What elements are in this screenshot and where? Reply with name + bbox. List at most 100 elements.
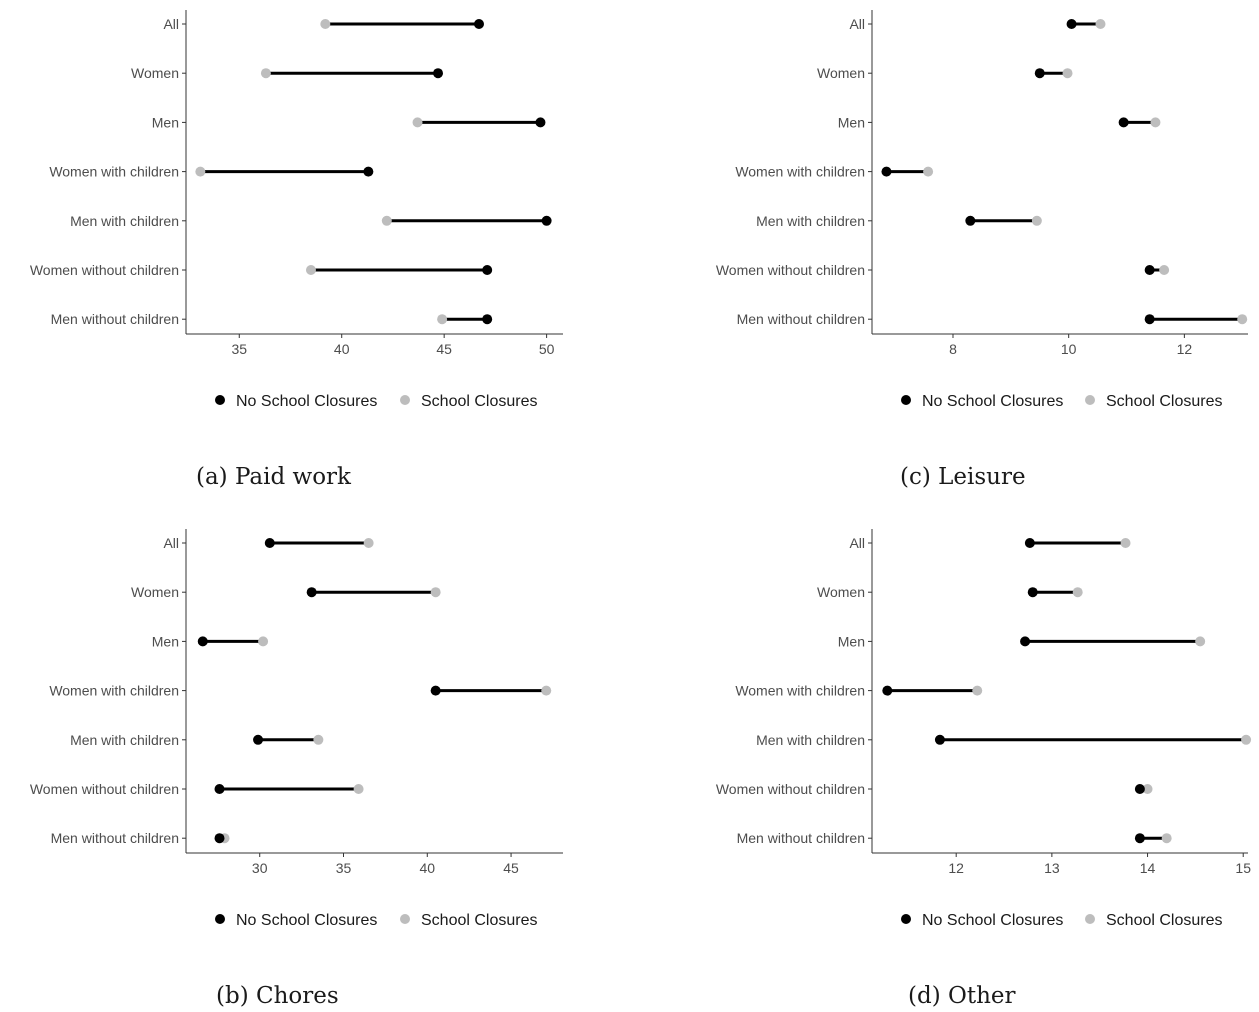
point-school-closures-women-without-children xyxy=(1159,265,1170,275)
point-school-closures-women-without-children xyxy=(353,784,364,794)
point-school-closures-all xyxy=(1120,538,1131,548)
point-no-school-closures-women-with-children xyxy=(882,685,893,696)
category-label-women-without-children: Women without children xyxy=(30,781,179,797)
legend-swatch-no-school-closures xyxy=(215,395,225,405)
category-label-women-without-children: Women without children xyxy=(30,262,179,278)
legend: No School Closures School Closures xyxy=(901,393,1223,410)
x-tick-label: 50 xyxy=(539,341,555,357)
x-tick-label: 12 xyxy=(1177,341,1193,357)
legend-label-no-school-closures: No School Closures xyxy=(236,393,377,410)
category-label-women: Women xyxy=(817,65,865,81)
category-label-all: All xyxy=(849,16,865,32)
category-label-men-with-children: Men with children xyxy=(756,732,865,748)
category-label-women-with-children: Women with children xyxy=(49,683,179,699)
legend-label-no-school-closures: No School Closures xyxy=(922,393,1063,410)
x-tick-label: 14 xyxy=(1140,860,1156,876)
x-tick-label: 45 xyxy=(503,860,519,876)
point-no-school-closures-women-with-children xyxy=(430,685,441,696)
caption-leisure: (c) Leisure xyxy=(900,464,1026,490)
point-no-school-closures-all xyxy=(1066,19,1077,29)
legend: No School Closures School Closures xyxy=(901,912,1223,929)
point-no-school-closures-all xyxy=(1024,538,1035,548)
x-tick-label: 15 xyxy=(1235,860,1251,876)
point-school-closures-all xyxy=(363,538,374,548)
point-school-closures-men-with-children xyxy=(381,215,392,226)
point-school-closures-men-without-children xyxy=(1237,314,1248,325)
point-no-school-closures-men xyxy=(1118,117,1129,128)
point-no-school-closures-men xyxy=(197,636,208,647)
point-no-school-closures-men-without-children xyxy=(1144,314,1155,325)
point-school-closures-men xyxy=(1195,636,1206,647)
category-label-women: Women xyxy=(131,65,179,81)
point-school-closures-women-with-children xyxy=(541,685,552,696)
legend: No School Closures School Closures xyxy=(215,912,538,929)
point-school-closures-men-with-children xyxy=(1241,734,1252,745)
category-label-all: All xyxy=(163,16,179,32)
legend-label-no-school-closures: No School Closures xyxy=(236,912,377,929)
point-no-school-closures-all xyxy=(264,538,275,548)
point-school-closures-women xyxy=(1072,587,1083,598)
category-label-men-without-children: Men without children xyxy=(51,830,179,846)
panel-other: 12 13 14 15 All Women Men Women with children Me… xyxy=(716,529,1251,1009)
legend-swatch-no-school-closures xyxy=(215,914,225,924)
x-tick-label: 40 xyxy=(419,860,435,876)
category-label-men: Men xyxy=(152,114,179,130)
category-label-all: All xyxy=(163,535,179,551)
point-school-closures-men-without-children xyxy=(1161,833,1172,844)
legend: No School Closures School Closures xyxy=(215,393,538,410)
legend-swatch-no-school-closures xyxy=(901,395,911,405)
point-no-school-closures-women-without-children xyxy=(214,784,225,794)
point-school-closures-women xyxy=(260,68,271,79)
point-school-closures-men xyxy=(1150,117,1161,128)
point-school-closures-women xyxy=(430,587,441,598)
point-no-school-closures-women-without-children xyxy=(1144,265,1155,275)
x-tick-label: 45 xyxy=(436,341,452,357)
point-no-school-closures-men-with-children xyxy=(934,734,945,745)
legend-swatch-school-closures xyxy=(400,914,410,924)
legend-swatch-school-closures xyxy=(1085,914,1095,924)
point-school-closures-all xyxy=(320,19,331,29)
point-no-school-closures-all xyxy=(473,19,484,29)
x-tick-label: 30 xyxy=(252,860,268,876)
point-school-closures-men-with-children xyxy=(313,734,324,745)
point-school-closures-women-without-children xyxy=(1142,784,1153,794)
point-school-closures-women-with-children xyxy=(972,685,983,696)
category-label-men: Men xyxy=(838,633,865,649)
x-tick-label: 40 xyxy=(334,341,350,357)
x-tick-label: 8 xyxy=(949,341,957,357)
point-school-closures-women-without-children xyxy=(305,265,316,275)
legend-label-no-school-closures: No School Closures xyxy=(922,912,1063,929)
category-label-women-without-children: Women without children xyxy=(716,781,865,797)
point-no-school-closures-men-without-children xyxy=(214,833,225,844)
panel-leisure: 8 10 12 All Women Men Women with children Men w… xyxy=(716,10,1248,490)
category-label-men-with-children: Men with children xyxy=(756,213,865,229)
point-school-closures-women-with-children xyxy=(923,166,934,177)
point-no-school-closures-women xyxy=(306,587,317,598)
category-label-men-without-children: Men without children xyxy=(51,311,179,327)
legend-swatch-no-school-closures xyxy=(901,914,911,924)
point-no-school-closures-women xyxy=(433,68,444,79)
category-label-men-without-children: Men without children xyxy=(737,830,865,846)
point-no-school-closures-men xyxy=(1020,636,1031,647)
category-label-men: Men xyxy=(152,633,179,649)
category-label-women-with-children: Women with children xyxy=(735,164,865,180)
legend-label-school-closures: School Closures xyxy=(421,912,538,929)
point-school-closures-men-without-children xyxy=(437,314,448,325)
panel-paid-work: 35 40 45 50 All Women Men Women with children Me… xyxy=(30,10,563,490)
legend-swatch-school-closures xyxy=(1085,395,1095,405)
caption-chores: (b) Chores xyxy=(216,983,339,1009)
point-no-school-closures-men-without-children xyxy=(482,314,493,325)
point-school-closures-all xyxy=(1095,19,1106,29)
category-label-men-without-children: Men without children xyxy=(737,311,865,327)
legend-label-school-closures: School Closures xyxy=(421,393,538,410)
category-label-women: Women xyxy=(131,584,179,600)
point-no-school-closures-women-with-children xyxy=(881,166,892,177)
x-tick-label: 10 xyxy=(1061,341,1077,357)
category-label-men-with-children: Men with children xyxy=(70,213,179,229)
point-no-school-closures-men-with-children xyxy=(253,734,264,745)
legend-label-school-closures: School Closures xyxy=(1106,393,1223,410)
point-school-closures-women-with-children xyxy=(195,166,206,177)
x-tick-label: 13 xyxy=(1044,860,1060,876)
point-no-school-closures-women-with-children xyxy=(363,166,374,177)
